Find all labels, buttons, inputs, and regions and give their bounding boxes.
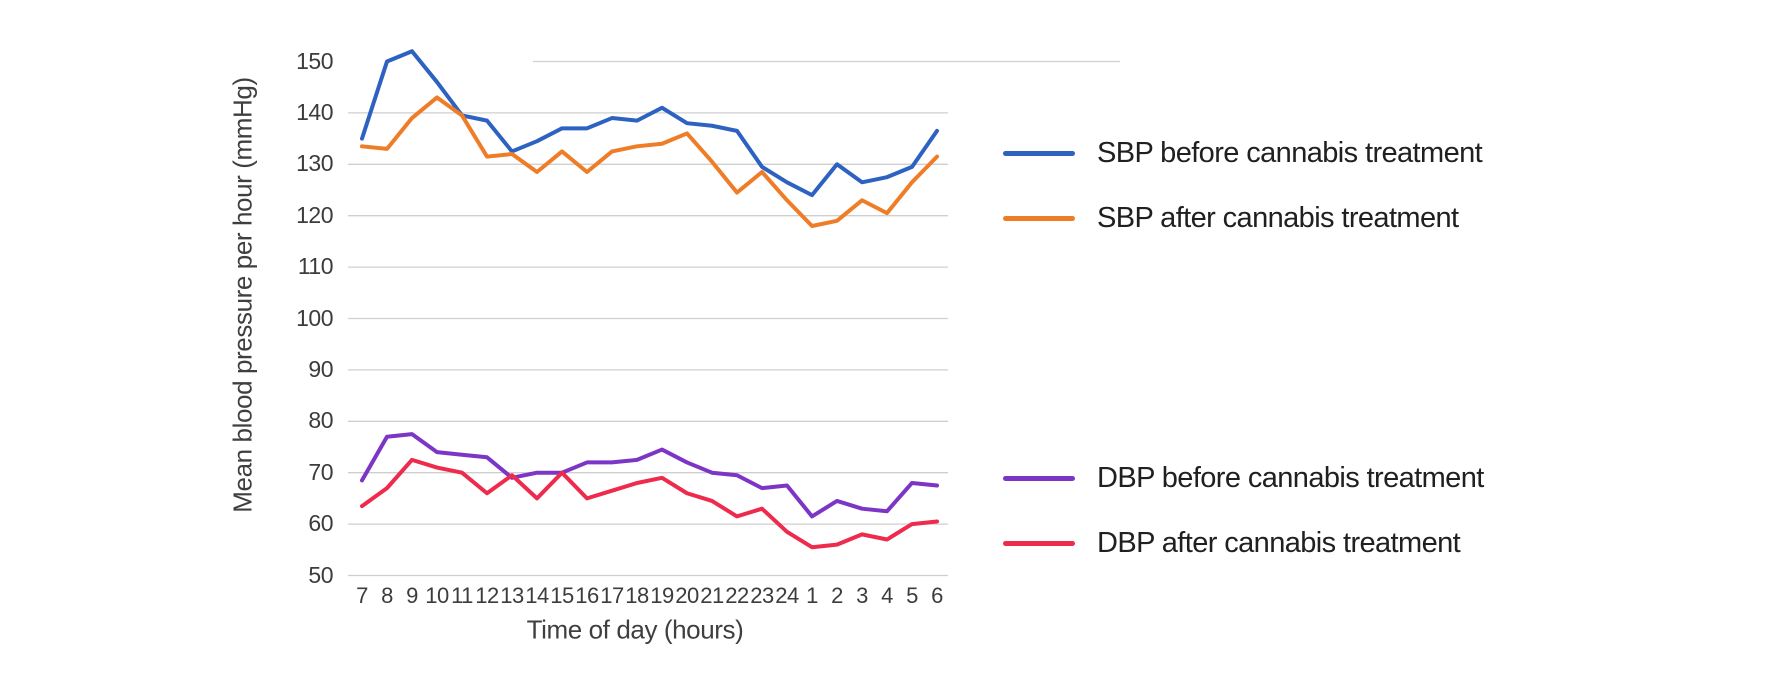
x-tick-label-15: 15 — [550, 583, 574, 608]
x-tick-label-11: 11 — [451, 583, 473, 608]
y-tick-label-100: 100 — [296, 304, 333, 331]
y-axis-title: Mean blood pressure per hour (mmHg) — [227, 77, 258, 513]
legend-label: SBP after cannabis treatment — [1097, 201, 1459, 234]
x-tick-label-2: 2 — [831, 583, 843, 608]
x-tick-label-21: 21 — [700, 583, 724, 608]
x-tick-label-20: 20 — [675, 583, 699, 608]
x-tick-label-12: 12 — [475, 583, 499, 608]
legend-item-1: SBP after cannabis treatment — [1003, 200, 1459, 236]
x-tick-label-4: 4 — [881, 583, 893, 608]
legend-item-0: SBP before cannabis treatment — [1003, 135, 1483, 171]
series-line-2 — [360, 432, 939, 519]
x-tick-label-3: 3 — [856, 583, 868, 608]
x-tick-label-7: 7 — [356, 583, 368, 608]
y-tick-label-50: 50 — [308, 561, 333, 588]
y-tick-label-90: 90 — [308, 355, 333, 382]
y-tick-label-120: 120 — [296, 201, 333, 228]
x-tick-label-8: 8 — [381, 583, 393, 608]
legend-label: DBP after cannabis treatment — [1097, 526, 1461, 559]
x-tick-label-18: 18 — [625, 583, 649, 608]
x-tick-label-13: 13 — [500, 583, 524, 608]
legend-item-3: DBP after cannabis treatment — [1003, 525, 1461, 561]
x-axis-title: Time of day (hours) — [526, 614, 744, 645]
legend-swatch-icon — [1003, 475, 1075, 481]
legend-label: DBP before cannabis treatment — [1097, 461, 1484, 494]
y-tick-label-110: 110 — [297, 253, 334, 280]
legend-swatch-icon — [1003, 215, 1075, 221]
y-tick-label-140: 140 — [296, 98, 333, 125]
x-tick-label-14: 14 — [525, 583, 549, 608]
x-tick-label-1: 1 — [806, 583, 818, 608]
series-line-3 — [360, 457, 939, 550]
series-line-1 — [360, 95, 939, 228]
legend-swatch-icon — [1003, 540, 1075, 546]
x-tick-label-6: 6 — [931, 583, 943, 608]
series-line-0 — [360, 49, 939, 198]
x-tick-label-17: 17 — [600, 583, 624, 608]
x-tick-label-16: 16 — [575, 583, 599, 608]
legend-item-2: DBP before cannabis treatment — [1003, 460, 1484, 496]
y-tick-label-130: 130 — [296, 150, 333, 177]
x-tick-label-23: 23 — [750, 583, 774, 608]
x-tick-label-9: 9 — [406, 583, 418, 608]
x-tick-label-10: 10 — [425, 583, 449, 608]
y-tick-label-150: 150 — [296, 47, 333, 74]
y-tick-label-60: 60 — [308, 510, 333, 537]
x-tick-label-19: 19 — [650, 583, 674, 608]
x-tick-label-22: 22 — [725, 583, 749, 608]
x-tick-label-24: 24 — [775, 583, 799, 608]
legend-swatch-icon — [1003, 150, 1075, 156]
x-tick-label-5: 5 — [906, 583, 918, 608]
legend-label: SBP before cannabis treatment — [1097, 136, 1483, 169]
y-tick-label-70: 70 — [308, 458, 333, 485]
y-tick-label-80: 80 — [308, 407, 333, 434]
